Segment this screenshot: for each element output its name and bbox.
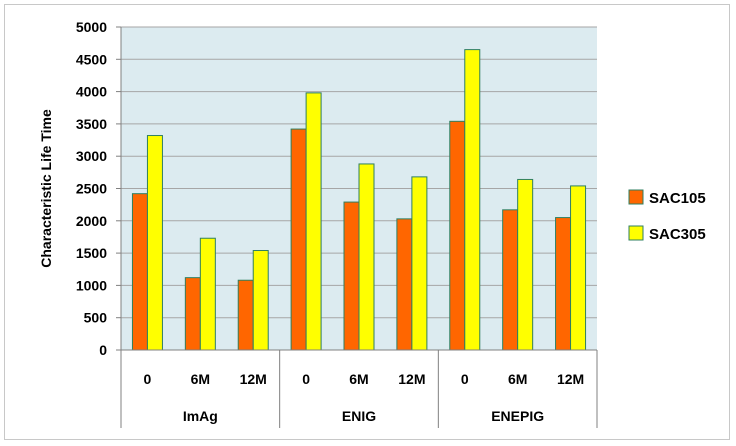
bar-sac105 <box>237 279 254 351</box>
bar-sac305 <box>464 49 481 351</box>
y-tick-label: 1000 <box>76 277 107 293</box>
x-category-label: 0 <box>302 371 310 387</box>
legend-swatch <box>628 189 644 205</box>
legend: SAC105 SAC305 <box>628 189 706 243</box>
y-tick-label: 2500 <box>76 181 107 197</box>
x-group-label: ImAg <box>183 408 218 424</box>
x-category-label: 12M <box>398 371 425 387</box>
bar-sac305 <box>358 163 375 351</box>
x-category-label: 0 <box>461 371 469 387</box>
legend-label: SAC105 <box>649 190 706 207</box>
x-category-label: 12M <box>240 371 267 387</box>
bar-sac105 <box>343 201 360 351</box>
bar-sac305 <box>305 92 322 351</box>
x-category-label: 6M <box>349 371 368 387</box>
bar-sac305 <box>411 176 428 351</box>
y-tick-label: 500 <box>84 310 108 326</box>
x-group-label: ENIG <box>342 408 376 424</box>
y-tick-label: 3000 <box>76 148 107 164</box>
axes <box>116 26 598 428</box>
x-axis-group-labels: ImAg ENIG ENEPIG <box>183 408 544 424</box>
bar-sac305 <box>199 237 216 351</box>
bar-sac105 <box>290 128 307 351</box>
y-tick-label: 4500 <box>76 51 107 67</box>
x-group-label: ENEPIG <box>491 408 544 424</box>
legend-label: SAC305 <box>649 226 706 243</box>
y-axis-tick-labels: 0 500 1000 1500 2000 2500 3000 3500 4000 4500 5000 <box>76 19 107 358</box>
bar-sac305 <box>570 185 587 351</box>
y-tick-label: 0 <box>99 342 107 358</box>
x-category-label: 6M <box>191 371 210 387</box>
legend-swatch <box>628 225 644 241</box>
bars <box>131 49 587 351</box>
y-tick-label: 5000 <box>76 19 107 35</box>
y-tick-label: 4000 <box>76 84 107 100</box>
y-tick-label: 1500 <box>76 245 107 261</box>
y-tick-label: 2000 <box>76 213 107 229</box>
bar-sac105 <box>555 217 572 351</box>
y-axis-title: Characteristic Life Time <box>38 109 54 268</box>
bar-sac105 <box>396 218 413 351</box>
x-category-label: 6M <box>508 371 527 387</box>
x-category-label: 0 <box>144 371 152 387</box>
bar-sac305 <box>517 178 534 351</box>
bar-sac105 <box>449 120 466 351</box>
bar-sac105 <box>502 209 519 351</box>
x-category-label: 12M <box>557 371 584 387</box>
bar-sac305 <box>146 135 163 351</box>
bar-sac305 <box>252 250 269 351</box>
y-tick-label: 3500 <box>76 116 107 132</box>
x-axis-category-labels: 0 6M 12M 0 6M 12M 0 6M 12M <box>144 371 585 387</box>
bar-sac105 <box>131 193 148 351</box>
bar-sac105 <box>184 277 201 351</box>
